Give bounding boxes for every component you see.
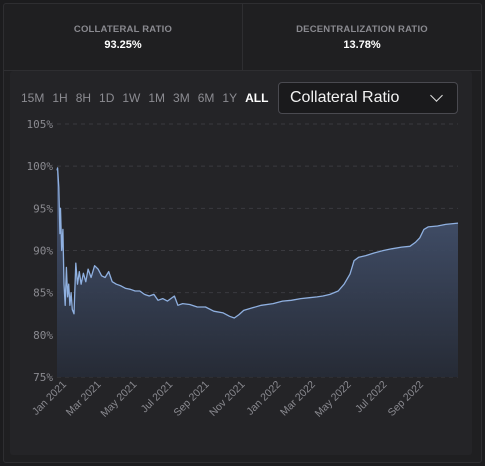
stat-collateral-ratio: COLLATERAL RATIO 93.25% xyxy=(4,4,242,70)
stat-label: COLLATERAL RATIO xyxy=(73,23,173,35)
range-1w-button[interactable]: 1W xyxy=(122,91,141,105)
chevron-down-icon xyxy=(430,89,443,102)
range-1d-button[interactable]: 1D xyxy=(99,91,115,105)
y-tick-label: 80% xyxy=(33,329,53,342)
x-tick-label: May 2022 xyxy=(313,379,354,420)
stat-value: 93.25% xyxy=(104,38,142,51)
x-tick-label: Sep 2022 xyxy=(386,379,426,419)
range-6m-button[interactable]: 6M xyxy=(197,91,215,105)
series-line xyxy=(56,167,459,319)
range-1y-button[interactable]: 1Y xyxy=(222,91,238,105)
metric-dropdown-label: Collateral Ratio xyxy=(290,89,400,106)
range-1h-button[interactable]: 1H xyxy=(52,91,68,105)
time-range-selector: 15M 1H 8H 1D 1W 1M 3M 6M 1Y ALL xyxy=(21,91,276,105)
chart-container: 105% 100% 95% 90% 85% 80% 75% Jan 2021 Mar 2021… xyxy=(10,71,472,455)
y-tick-label: 95% xyxy=(33,202,53,215)
y-tick-label: 105% xyxy=(27,118,54,131)
x-tick-label: Jan 2022 xyxy=(244,379,283,418)
x-tick-label: Mar 2021 xyxy=(64,379,104,419)
x-tick-label: Nov 2021 xyxy=(207,379,247,419)
x-tick-label: Mar 2022 xyxy=(278,379,318,419)
range-8h-button[interactable]: 8H xyxy=(75,91,92,105)
range-all-button[interactable]: ALL xyxy=(245,91,269,105)
x-tick-label: Jul 2021 xyxy=(139,379,176,416)
y-tick-label: 85% xyxy=(33,287,53,300)
x-tick-label: May 2021 xyxy=(98,379,139,420)
stat-decentralization-ratio: DECENTRALIZATION RATIO 13.78% xyxy=(242,4,481,70)
stats-bar: COLLATERAL RATIO 93.25% DECENTRALIZATION… xyxy=(4,4,481,71)
range-15m-button[interactable]: 15M xyxy=(21,91,45,105)
y-tick-label: 75% xyxy=(33,371,53,384)
y-tick-label: 100% xyxy=(27,160,54,173)
range-3m-button[interactable]: 3M xyxy=(173,91,190,105)
x-tick-label: Jan 2021 xyxy=(30,379,69,418)
range-1m-button[interactable]: 1M xyxy=(148,91,166,105)
series-area xyxy=(57,167,458,377)
x-tick-label: Jul 2022 xyxy=(353,379,390,416)
stat-value: 13.78% xyxy=(343,38,381,51)
y-tick-label: 90% xyxy=(33,245,53,258)
x-tick-label: Sep 2021 xyxy=(171,379,211,419)
stat-label: DECENTRALIZATION RATIO xyxy=(296,23,428,35)
metric-dropdown[interactable]: Collateral Ratio xyxy=(278,82,458,114)
